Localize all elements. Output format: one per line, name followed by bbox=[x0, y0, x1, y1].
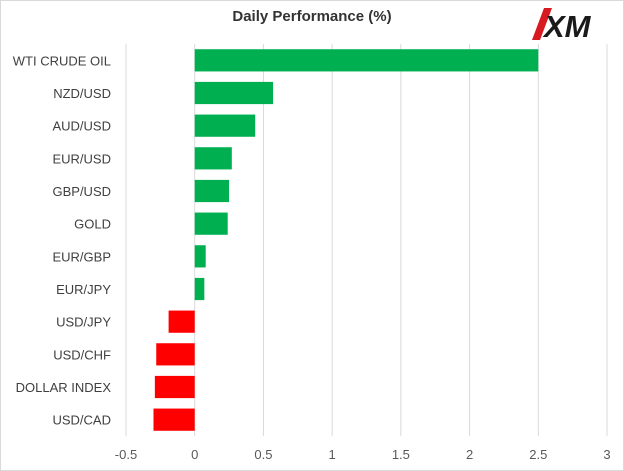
bar bbox=[194, 245, 206, 268]
bar bbox=[194, 114, 256, 137]
category-label: GOLD bbox=[74, 217, 111, 232]
x-tick-label: 3 bbox=[603, 447, 610, 462]
chart-title: Daily Performance (%) bbox=[232, 8, 392, 25]
category-label: USD/JPY bbox=[56, 315, 111, 330]
bar bbox=[194, 147, 232, 170]
bar bbox=[194, 49, 539, 72]
x-tick-label: 1.5 bbox=[392, 447, 410, 462]
bar bbox=[156, 343, 195, 366]
x-tick-label: 0 bbox=[191, 447, 198, 462]
bar bbox=[153, 408, 195, 431]
bar bbox=[168, 310, 195, 333]
category-label: EUR/JPY bbox=[56, 282, 111, 297]
category-label: USD/CHF bbox=[53, 347, 111, 362]
x-tick-label: 1 bbox=[329, 447, 336, 462]
gridlines bbox=[125, 44, 608, 436]
category-label: EUR/GBP bbox=[52, 249, 111, 264]
category-labels: WTI CRUDE OIL NZD/USD AUD/USD EUR/USD GBP/US… bbox=[13, 53, 112, 427]
category-label: DOLLAR INDEX bbox=[16, 380, 112, 395]
x-tick-label: 2.5 bbox=[529, 447, 547, 462]
category-label: USD/CAD bbox=[52, 413, 111, 428]
logo-text: XM bbox=[542, 9, 592, 44]
bar bbox=[154, 375, 195, 399]
bar bbox=[194, 277, 205, 301]
bar bbox=[194, 81, 274, 105]
category-label: GBP/USD bbox=[52, 184, 111, 199]
x-tick-label: 2 bbox=[466, 447, 473, 462]
bar bbox=[194, 179, 230, 203]
bars bbox=[153, 49, 539, 431]
category-label: NZD/USD bbox=[53, 86, 111, 101]
bar bbox=[194, 212, 228, 235]
category-label: EUR/USD bbox=[52, 151, 111, 166]
category-label: WTI CRUDE OIL bbox=[13, 53, 111, 68]
x-tick-label: -0.5 bbox=[115, 447, 137, 462]
x-axis-tick-labels: -0.5 0 0.5 1 1.5 2 2.5 3 bbox=[115, 447, 611, 462]
xm-logo: XM bbox=[532, 8, 592, 44]
x-tick-label: 0.5 bbox=[254, 447, 272, 462]
category-label: AUD/USD bbox=[52, 119, 111, 134]
